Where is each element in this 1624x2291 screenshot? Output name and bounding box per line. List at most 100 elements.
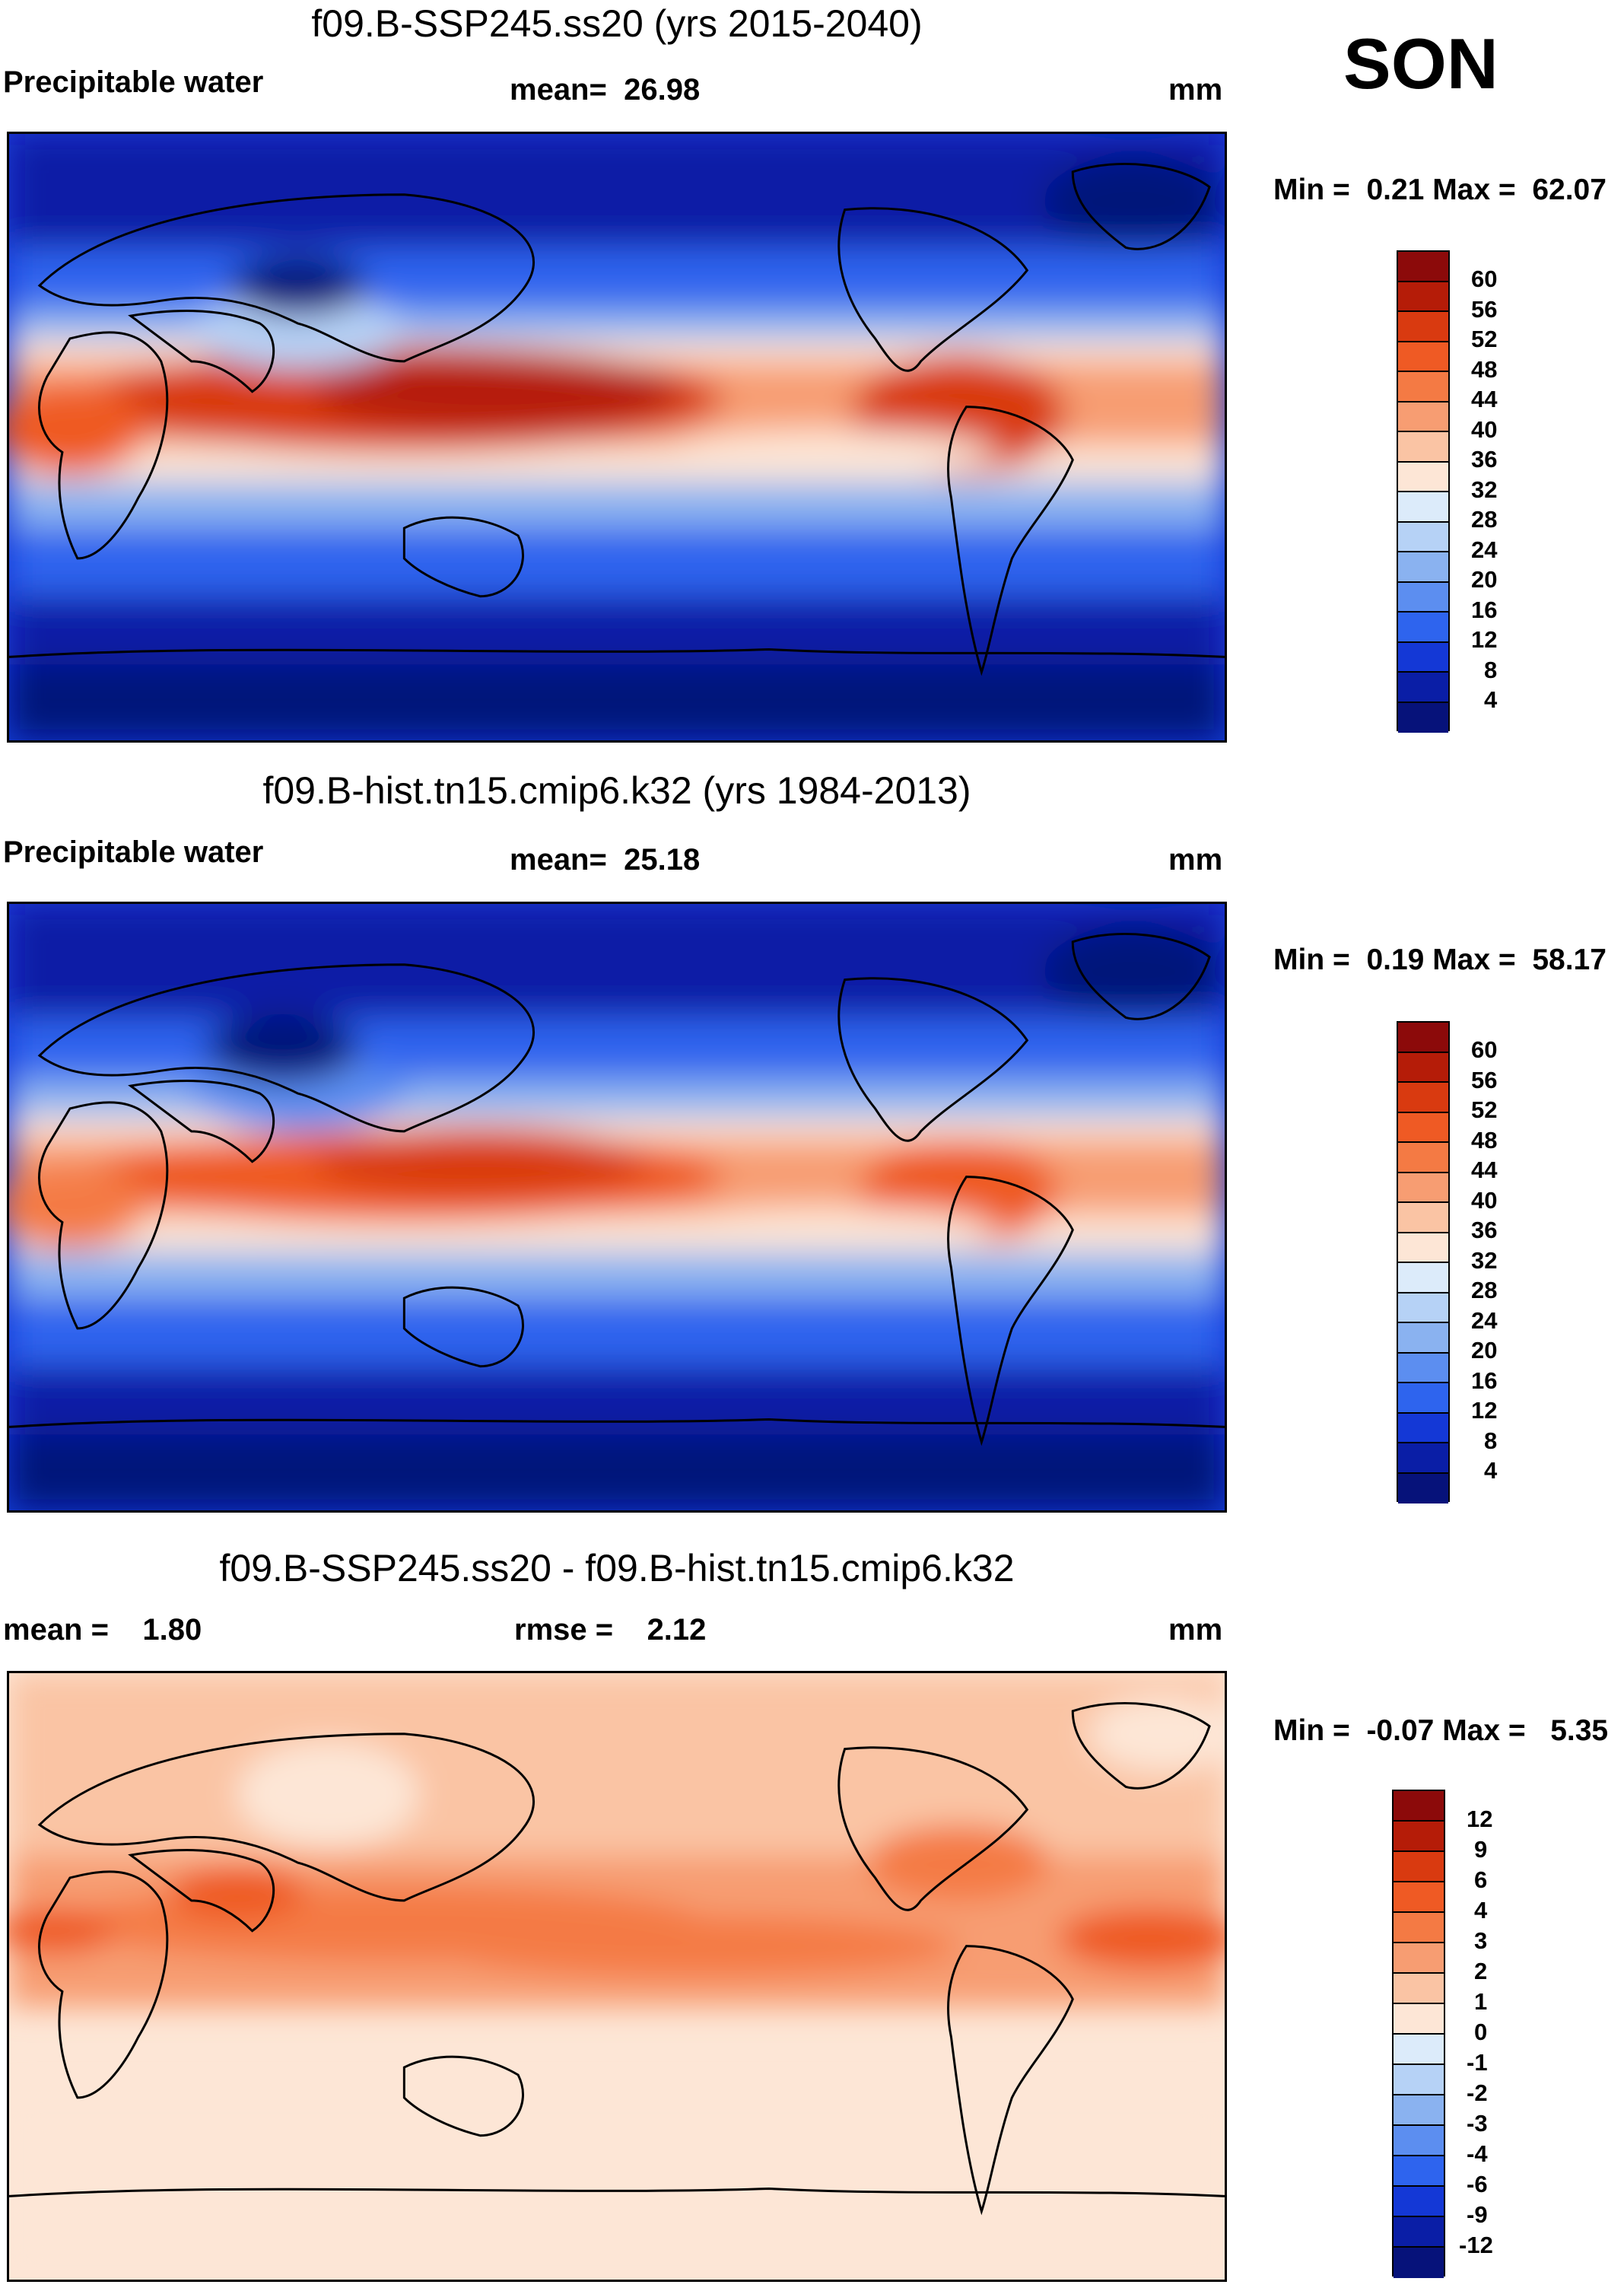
panel-2-variable: Precipitable water [3, 835, 264, 869]
panel-3-mean: mean = 1.80 [3, 1613, 202, 1647]
panel-2-colorbar-tick: 60 [1471, 1036, 1498, 1063]
panel-3-colorbar-box [1394, 1791, 1444, 1822]
panel-2-colorbar-tick: 56 [1471, 1067, 1498, 1093]
panel-2-colorbar-box [1398, 1083, 1448, 1113]
panel-2-colorbar-tick: 12 [1471, 1397, 1498, 1424]
panel-3-colorbar-box [1394, 1822, 1444, 1852]
panel-2-colorbar-box [1398, 1473, 1448, 1503]
panel-3-max-label: Max = [1442, 1714, 1526, 1747]
panel-1-colorbar-tick: 24 [1471, 536, 1498, 563]
panel-2-mean-value: 25.18 [624, 843, 701, 877]
panel-2-colorbar-box [1398, 1112, 1448, 1143]
panel-2-colorbar-box [1398, 1293, 1448, 1323]
panel-1-min-value: 0.21 [1366, 173, 1425, 206]
panel-1-colorbar-tick: 16 [1471, 597, 1498, 623]
panel-2-colorbar-tick: 20 [1471, 1337, 1498, 1363]
panel-1-colorbar-box [1398, 613, 1448, 643]
panel-3-colorbar-tick: -6 [1467, 2171, 1488, 2197]
panel-3-colorbar-box [1394, 2095, 1444, 2126]
panel-1-coastlines [9, 162, 1225, 676]
panel-1-colorbar-box [1398, 492, 1448, 523]
panel-2-colorbar-tick: 4 [1484, 1457, 1498, 1484]
panel-1-colorbar-box [1398, 552, 1448, 583]
panel-2-colorbar-box [1398, 1052, 1448, 1083]
panel-1-colorbar-box [1398, 372, 1448, 403]
panel-1-colorbar-box [1398, 462, 1448, 492]
panel-3-colorbar-tick: 3 [1474, 1927, 1488, 1954]
panel-2-mean-label: mean= [510, 843, 607, 877]
panel-2-colorbar-box [1398, 1233, 1448, 1263]
panel-1-colorbar-tick: 52 [1471, 326, 1498, 352]
panel-2-min-value: 0.19 [1366, 943, 1425, 976]
panel-3-mean-value: 1.80 [142, 1613, 202, 1647]
panel-1-variable: Precipitable water [3, 65, 264, 99]
panel-2-colorbar-tick: 52 [1471, 1096, 1498, 1123]
panel-2-mean: mean= 25.18 [510, 843, 700, 877]
panel-3-colorbar-box [1394, 1943, 1444, 1974]
panel-3-colorbar-box [1394, 1882, 1444, 1913]
panel-2-max-value: 58.17 [1532, 943, 1607, 976]
panel-2-colorbar-tick: 24 [1471, 1307, 1498, 1334]
panel-3-mean-label: mean = [3, 1613, 109, 1647]
panel-3-colorbar-tick: -9 [1467, 2201, 1488, 2228]
panel-3-colorbar-tick: 4 [1474, 1897, 1488, 1923]
panel-2-coastlines [9, 932, 1225, 1446]
panel-1-colorbar-box [1398, 702, 1448, 733]
panel-3-colorbar-tick: 9 [1474, 1836, 1488, 1863]
panel-2-map [7, 902, 1227, 1513]
panel-3-colorbar-tick: -3 [1467, 2110, 1488, 2137]
panel-2-colorbar-box [1398, 1263, 1448, 1293]
panel-3-rmse-value: 2.12 [647, 1613, 707, 1647]
panel-2-colorbar-box [1398, 1443, 1448, 1474]
panel-1-colorbar-tick: 56 [1471, 296, 1498, 323]
panel-3-colorbar-tick: 6 [1474, 1866, 1488, 1893]
panel-3-colorbar-tick: 0 [1474, 2019, 1488, 2045]
panel-1-colorbar-tick: 28 [1471, 506, 1498, 533]
panel-1-colorbar-tick: 12 [1471, 626, 1498, 653]
panel-3-rmse-label: rmse = [514, 1613, 614, 1647]
panel-3-minmax: Min = -0.07 Max = 5.35 [1273, 1714, 1608, 1748]
panel-2-map-svg [9, 904, 1225, 1510]
panel-1-colorbar-box [1398, 342, 1448, 372]
panel-1-units: mm [1168, 73, 1223, 107]
panel-3-map [7, 1671, 1227, 2282]
panel-1-colorbar [1397, 250, 1450, 733]
panel-3-rmse: rmse = 2.12 [514, 1613, 706, 1647]
panel-2-colorbar-tick: 48 [1471, 1127, 1498, 1153]
panel-3-colorbar-box [1394, 2217, 1444, 2248]
panel-3-colorbar-box [1394, 1852, 1444, 1882]
panel-3-units: mm [1168, 1613, 1223, 1647]
panel-1-mean: mean= 26.98 [510, 73, 700, 107]
panel-1-map [7, 132, 1227, 743]
panel-3-colorbar-tick: -1 [1467, 2049, 1488, 2076]
panel-3-coastlines [9, 1701, 1225, 2216]
panel-3-title: f09.B-SSP245.ss20 - f09.B-hist.tn15.cmip… [219, 1547, 1015, 1589]
panel-2-colorbar-tick: 32 [1471, 1247, 1498, 1274]
panel-1-max-value: 62.07 [1532, 173, 1607, 206]
panel-3-colorbar-tick: 2 [1474, 1958, 1488, 1984]
panel-2-colorbar-tick: 8 [1484, 1427, 1498, 1454]
panel-1-colorbar-box [1398, 582, 1448, 613]
panel-3-colorbar-box [1394, 2065, 1444, 2095]
panel-3-colorbar-box [1394, 2126, 1444, 2156]
panel-1-mean-value: 26.98 [624, 73, 701, 107]
panel-1-min-label: Min = [1273, 173, 1350, 206]
panel-3-map-svg [9, 1673, 1225, 2280]
panel-2-colorbar-tick: 16 [1471, 1367, 1498, 1394]
panel-1-max-label: Max = [1432, 173, 1516, 206]
panel-1-colorbar-tick: 60 [1471, 266, 1498, 292]
panel-1-colorbar-box [1398, 432, 1448, 463]
panel-1-title: f09.B-SSP245.ss20 (yrs 2015-2040) [311, 2, 923, 45]
panel-2-colorbar-tick: 36 [1471, 1217, 1498, 1243]
panel-2-colorbar-tick: 40 [1471, 1187, 1498, 1214]
panel-1-minmax: Min = 0.21 Max = 62.07 [1273, 173, 1607, 207]
panel-3-colorbar-tick: 1 [1474, 1988, 1488, 2015]
panel-3-colorbar-tick: -2 [1467, 2079, 1488, 2106]
panel-1-colorbar-tick: 4 [1484, 686, 1498, 713]
panel-1-colorbar-tick: 32 [1471, 476, 1498, 503]
panel-1-colorbar-tick: 44 [1471, 386, 1498, 412]
panel-1-colorbar-box [1398, 673, 1448, 703]
panel-3-max-value: 5.35 [1550, 1714, 1609, 1747]
panel-3-colorbar-box [1394, 1974, 1444, 2004]
panel-2-colorbar-box [1398, 1383, 1448, 1414]
